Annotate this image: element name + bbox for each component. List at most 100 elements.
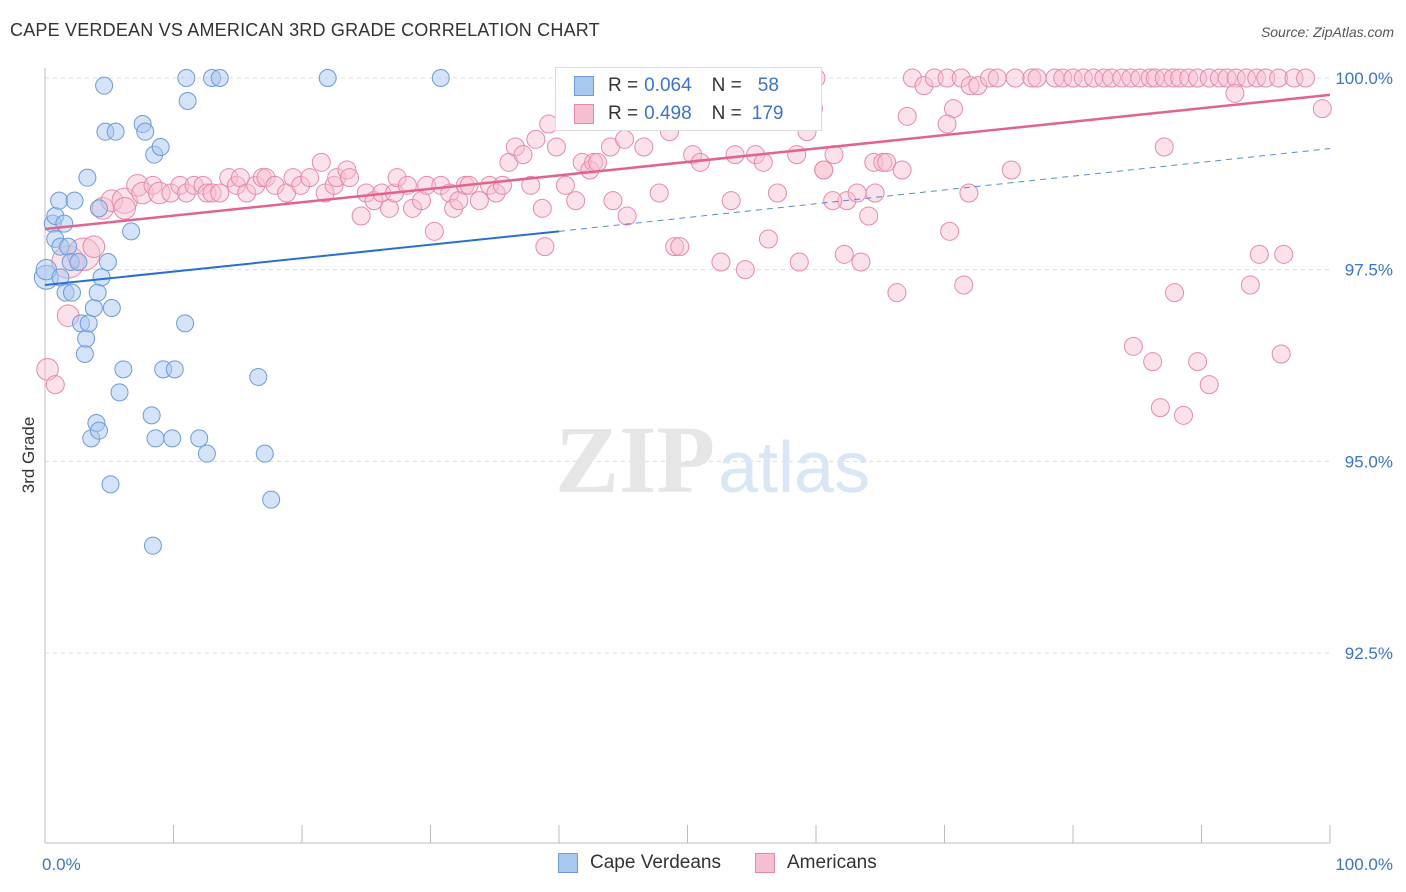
americans-point <box>897 106 917 126</box>
blue-swatch-icon <box>574 76 594 96</box>
americans-point <box>148 181 171 205</box>
americans-point <box>1130 68 1150 88</box>
americans-point <box>1143 352 1163 372</box>
cape-verdeans-point <box>75 345 94 363</box>
americans-point <box>721 191 741 211</box>
cape-verdeans-point <box>110 383 129 402</box>
y-tick-label: 92.5% <box>1345 644 1393 663</box>
cape-verdeans-point <box>106 122 125 141</box>
americans-point <box>1209 68 1229 88</box>
americans-point <box>1053 68 1073 88</box>
americans-point <box>1188 68 1208 88</box>
americans-point <box>513 145 533 165</box>
cape-verdeans-point <box>190 429 209 448</box>
americans-point <box>823 191 843 211</box>
americans-point <box>532 198 552 218</box>
americans-point <box>588 152 608 172</box>
americans-point <box>1249 244 1269 264</box>
stats-row-americans: R = 0.498 N = 179 <box>574 102 783 126</box>
americans-point <box>617 206 637 226</box>
americans-point <box>492 175 512 195</box>
americans-point <box>968 76 988 96</box>
cape-verdeans-point <box>79 314 98 333</box>
gridlines <box>45 77 1330 654</box>
americans-point <box>424 221 444 241</box>
americans-point <box>170 175 190 195</box>
cape-verdeans-point <box>142 406 161 425</box>
watermark-atlas: atlas <box>718 428 870 508</box>
americans-point <box>113 197 136 220</box>
cape-verdeans-point <box>114 360 133 379</box>
americans-point <box>683 145 703 165</box>
cape-verdeans-point <box>255 444 274 463</box>
r-label: R = <box>608 103 639 124</box>
americans-point <box>379 198 399 218</box>
americans-point <box>337 160 357 180</box>
r-label: R = <box>608 75 639 96</box>
legend-label: Americans <box>787 852 877 873</box>
americans-point <box>979 68 999 88</box>
n-label: N = <box>711 103 742 124</box>
pink-swatch-icon <box>574 104 594 124</box>
americans-point <box>1150 398 1170 418</box>
americans-point <box>555 175 575 195</box>
americans-point <box>1296 68 1316 88</box>
pink-swatch-icon <box>755 853 775 873</box>
americans-point <box>340 168 360 188</box>
americans-point <box>634 137 654 157</box>
americans-point <box>937 68 957 88</box>
americans-point <box>1174 405 1194 425</box>
americans-point <box>1188 352 1208 372</box>
cape-verdeans-point <box>98 253 117 271</box>
americans-point <box>887 283 907 303</box>
americans-point <box>356 183 376 203</box>
americans-point <box>210 183 230 203</box>
cape-verdeans-point <box>77 329 96 348</box>
americans-point <box>767 183 787 203</box>
americans-point <box>711 252 731 272</box>
americans-point <box>387 168 407 188</box>
americans-point <box>987 68 1007 88</box>
cape-verdeans-point <box>65 191 84 210</box>
cape-verdeans-point <box>178 92 197 110</box>
americans-point <box>131 181 154 205</box>
cape-verdeans-point <box>89 199 108 218</box>
legend-label: Cape Verdeans <box>590 852 721 873</box>
cape-verdeans-point <box>84 299 103 317</box>
x-tick-label: 0.0% <box>42 855 81 874</box>
trend-lines <box>44 93 1331 286</box>
cape-verdeans-point <box>122 222 141 241</box>
americans-point <box>615 129 635 149</box>
americans-point <box>954 275 974 295</box>
americans-point <box>324 175 344 195</box>
americans-point <box>851 252 871 272</box>
americans-point <box>814 160 834 180</box>
r-value: 0.064 <box>644 75 692 96</box>
y-tick-label: 100.0% <box>1335 69 1393 88</box>
americans-point <box>1240 275 1260 295</box>
cape-verdeans-point <box>210 69 229 87</box>
americans-point <box>1236 68 1256 88</box>
axes <box>44 68 1331 844</box>
americans-point <box>1073 68 1093 88</box>
americans-point <box>1225 83 1245 103</box>
americans-point <box>1123 336 1143 356</box>
cape-verdeans-point <box>151 138 170 156</box>
americans-point <box>877 152 897 172</box>
cape-verdeans-point <box>62 283 81 302</box>
legend-item-americans[interactable]: Americans <box>755 852 877 874</box>
americans-point <box>1154 137 1174 157</box>
americans-point <box>1271 344 1291 364</box>
americans-point <box>1269 68 1289 88</box>
americans-point <box>940 221 960 241</box>
stats-legend: R = 0.064 N = 58 R = 0.498 N = 179 <box>555 67 822 131</box>
chart-title: CAPE VERDEAN VS AMERICAN 3RD GRADE CORRE… <box>10 20 600 40</box>
cape-verdeans-point <box>88 283 107 302</box>
americans-point <box>1199 375 1219 395</box>
cape-verdeans-trend-extension <box>558 148 1331 232</box>
legend-item-cape-verdeans[interactable]: Cape Verdeans <box>558 852 721 874</box>
americans-point <box>176 183 196 203</box>
cape-verdeans-point <box>55 214 74 233</box>
cape-verdeans-point <box>101 475 120 494</box>
americans-point <box>892 160 912 180</box>
